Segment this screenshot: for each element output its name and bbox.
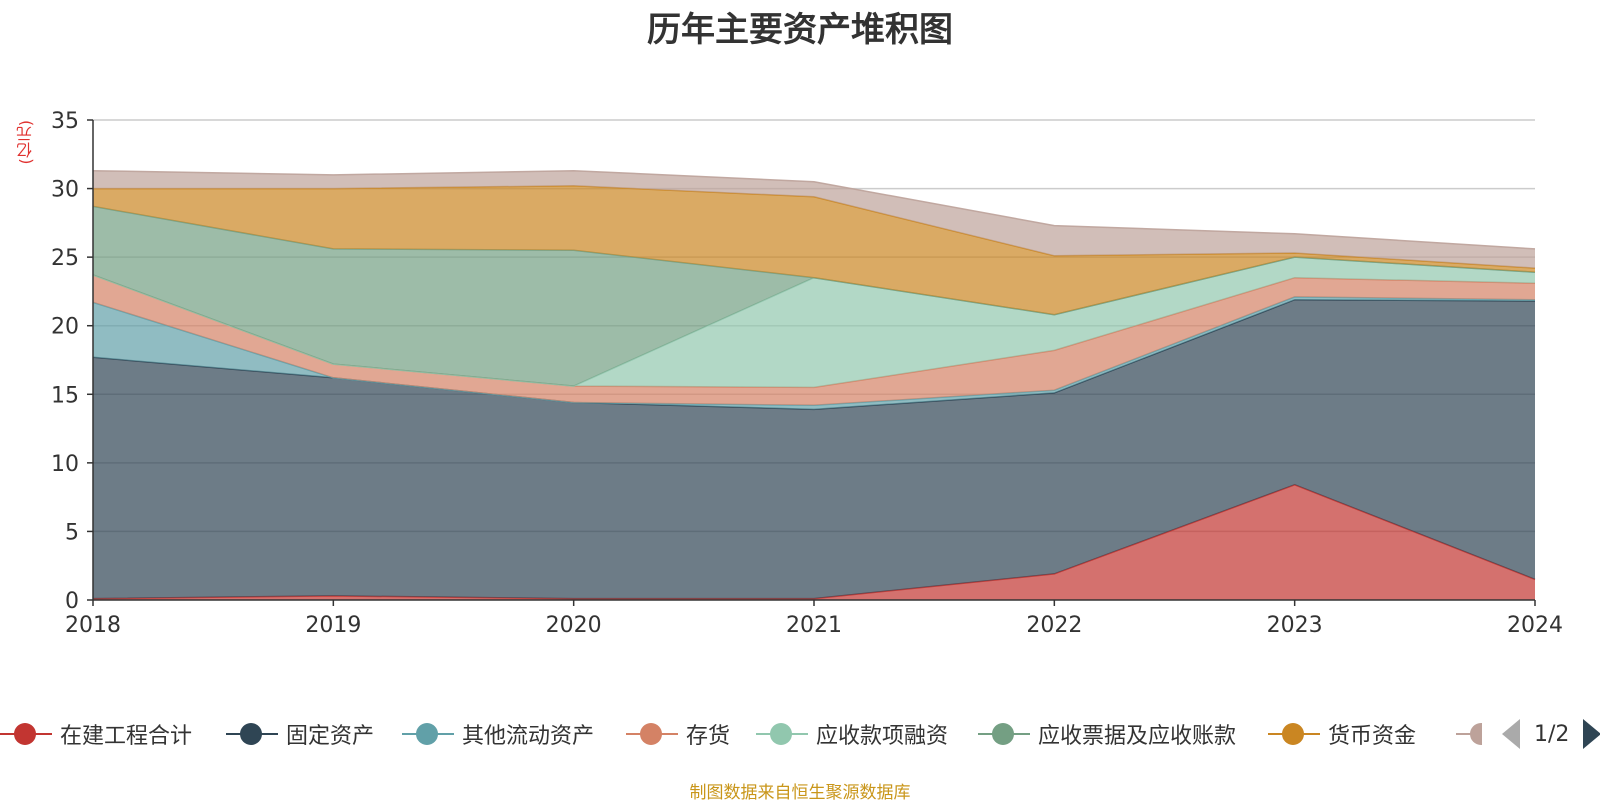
legend-marker-icon: [978, 722, 1030, 746]
y-tick-label: 25: [51, 246, 79, 271]
legend-item-1[interactable]: 固定资产: [226, 714, 374, 754]
legend-prev-page-icon[interactable]: [1502, 719, 1520, 749]
y-tick-label: 10: [51, 452, 79, 477]
legend-marker-icon: [0, 722, 52, 746]
legend-marker-icon: [226, 722, 278, 746]
x-tick-label: 2023: [1267, 613, 1323, 638]
legend-item-4[interactable]: 应收款项融资: [756, 714, 948, 754]
x-tick-label: 2021: [786, 613, 842, 638]
legend-next-page-icon[interactable]: [1583, 719, 1600, 749]
x-tick-label: 2020: [546, 613, 602, 638]
y-tick-label: 5: [65, 520, 79, 545]
series-area-0: [93, 484, 1535, 600]
legend: 在建工程合计 固定资产 其他流动资产 存货 应收款项融资 应收票据及应收账款: [0, 714, 1600, 754]
legend-label: 在建工程合计: [60, 724, 193, 749]
data-source-note: 制图数据来自恒生聚源数据库: [689, 783, 911, 803]
axes: 0 5 10 15 20 25 30 35 2018 2019 2020 2021 2022 2023 20…: [51, 109, 1563, 638]
series-area-4: [93, 257, 1535, 388]
legend-item-0[interactable]: 在建工程合计: [0, 714, 192, 754]
legend-label: 固定资产: [286, 724, 375, 749]
legend-label: 存货: [686, 724, 731, 749]
series-line-7: [92, 169, 1536, 250]
legend-item-5[interactable]: 应收票据及应收账款: [978, 714, 1236, 754]
legend-label: 其他流动资产: [462, 724, 595, 749]
legend-label: 货币资金: [1328, 724, 1417, 749]
y-axis-unit-label: (亿元): [16, 120, 35, 165]
x-tick-label: 2024: [1507, 613, 1563, 638]
legend-item-2[interactable]: 其他流动资产: [402, 714, 594, 754]
legend-marker-icon: [626, 722, 678, 746]
y-tick-label: 30: [51, 178, 79, 203]
legend-item-6[interactable]: 货币资金: [1268, 714, 1416, 754]
y-tick-label: 35: [51, 109, 79, 134]
chart-title: 历年主要资产堆积图: [647, 10, 953, 50]
legend-marker-icon: [756, 722, 808, 746]
legend-label: 应收票据及应收账款: [1038, 724, 1237, 749]
x-tick-label: 2022: [1026, 613, 1082, 638]
x-tick-label: 2019: [305, 613, 361, 638]
series-area-6: [93, 185, 1535, 315]
legend-pager: 1/2: [1502, 714, 1600, 754]
legend-marker-icon: [402, 722, 454, 746]
y-tick-label: 15: [51, 383, 79, 408]
legend-marker-icon: [1268, 722, 1320, 746]
series-area-5: [93, 206, 1535, 387]
y-tick-label: 0: [65, 589, 79, 614]
series-area-3: [93, 275, 1535, 406]
legend-item-3[interactable]: 存货: [626, 714, 730, 754]
series-areas: [92, 169, 1536, 600]
x-tick-label: 2018: [65, 613, 121, 638]
series-area-7: [93, 170, 1535, 269]
y-tick-label: 20: [51, 315, 79, 340]
legend-label: 应收款项融资: [816, 724, 949, 749]
legend-item-7[interactable]: [1456, 714, 1482, 754]
series-area-1: [93, 299, 1535, 599]
legend-marker-icon: [1456, 722, 1482, 746]
legend-page-indicator: 1/2: [1534, 721, 1570, 747]
